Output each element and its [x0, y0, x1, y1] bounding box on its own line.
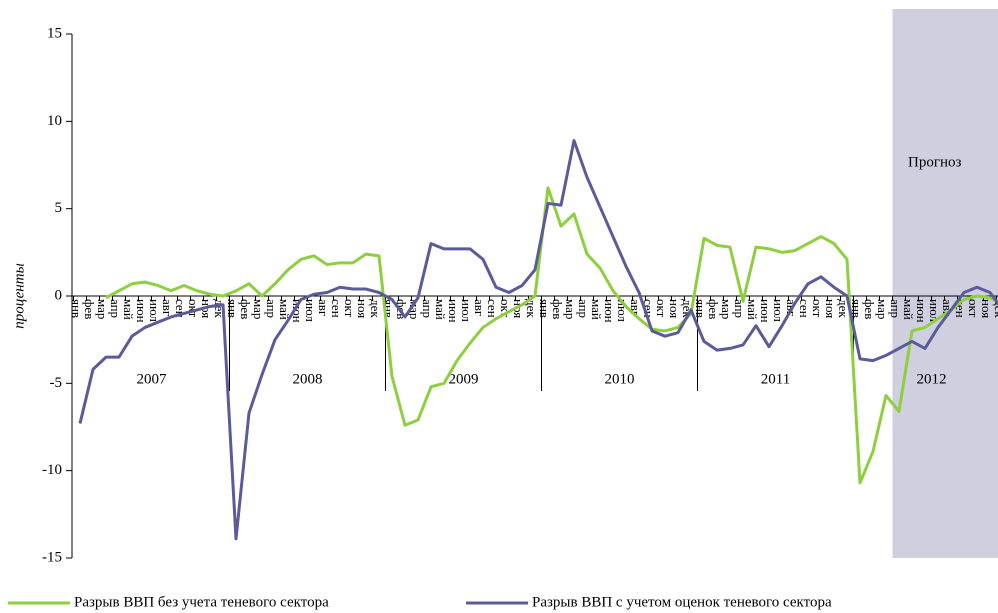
- x-tick-label: авг: [160, 299, 175, 316]
- x-tick-label: апр: [420, 299, 435, 318]
- x-tick-label: июл: [459, 299, 474, 322]
- x-tick-label: апр: [732, 299, 747, 318]
- x-tick-label: окт: [810, 299, 825, 318]
- x-tick-label: окт: [966, 299, 981, 318]
- x-tick-label: июл: [927, 299, 942, 322]
- x-tick-label: мар: [95, 299, 110, 319]
- x-tick-label: авг: [472, 299, 487, 316]
- x-tick-label: фев: [82, 299, 97, 319]
- x-tick-label: окт: [342, 299, 357, 318]
- x-tick-label: апр: [108, 299, 123, 318]
- x-tick-label: май: [121, 299, 136, 320]
- x-tick-label: сен: [485, 299, 500, 318]
- x-tick-label: июн: [602, 299, 617, 323]
- x-tick-label: июн: [134, 299, 149, 323]
- x-tick-label: май: [589, 299, 604, 320]
- x-tick-label: сен: [797, 299, 812, 318]
- x-tick-label: июн: [290, 299, 305, 323]
- y-tick-label: 0: [55, 287, 63, 303]
- series-line: [105, 186, 998, 485]
- year-label: 2011: [761, 371, 790, 387]
- y-tick-label: 10: [47, 113, 62, 129]
- forecast-area: [892, 9, 998, 558]
- x-tick-label: май: [277, 299, 292, 320]
- x-tick-label: июл: [147, 299, 162, 322]
- x-tick-label: авг: [316, 299, 331, 316]
- x-tick-label: май: [745, 299, 760, 320]
- x-tick-label: июн: [446, 299, 461, 323]
- x-tick-label: ноя: [355, 299, 370, 318]
- x-tick-label: апр: [576, 299, 591, 318]
- x-tick-label: фев: [238, 299, 253, 319]
- x-tick-label: мар: [719, 299, 734, 319]
- year-label: 2008: [293, 371, 323, 387]
- y-tick-label: -10: [42, 462, 62, 478]
- x-tick-label: ноя: [979, 299, 994, 318]
- x-tick-label: дек: [992, 299, 998, 318]
- x-tick-label: фев: [550, 299, 565, 319]
- plot: Прогнозянвфевмарапрмайиюниюлавгсеноктноя…: [69, 9, 998, 558]
- x-tick-label: май: [433, 299, 448, 320]
- x-tick-label: апр: [888, 299, 903, 318]
- x-tick-label: июл: [303, 299, 318, 322]
- y-tick-label: 5: [55, 200, 63, 216]
- x-tick-label: янв: [693, 299, 708, 318]
- x-tick-label: дек: [524, 299, 539, 318]
- y-axis-label: проценты: [11, 263, 27, 328]
- x-tick-label: янв: [537, 299, 552, 318]
- x-tick-label: май: [901, 299, 916, 320]
- y-tick-label: -15: [42, 549, 62, 565]
- y-tick-label: -5: [50, 375, 63, 391]
- year-label: 2012: [917, 371, 947, 387]
- x-tick-label: мар: [251, 299, 266, 319]
- legend-label: Разрыв ВВП без учета теневого сектора: [74, 594, 329, 610]
- x-tick-label: фев: [706, 299, 721, 319]
- x-tick-label: июн: [758, 299, 773, 323]
- x-tick-label: янв: [849, 299, 864, 318]
- year-label: 2010: [605, 371, 635, 387]
- x-tick-label: ноя: [667, 299, 682, 318]
- x-tick-label: окт: [654, 299, 669, 318]
- x-tick-label: ноя: [823, 299, 838, 318]
- forecast-label: Прогноз: [908, 154, 962, 170]
- x-tick-label: мар: [407, 299, 422, 319]
- x-tick-label: янв: [225, 299, 240, 318]
- x-tick-label: янв: [69, 299, 84, 318]
- x-tick-label: мар: [875, 299, 890, 319]
- year-label: 2007: [137, 371, 168, 387]
- year-label: 2009: [449, 371, 479, 387]
- y-tick-label: 15: [47, 25, 62, 41]
- x-tick-label: июл: [771, 299, 786, 322]
- x-tick-label: фев: [862, 299, 877, 319]
- x-tick-label: апр: [264, 299, 279, 318]
- series-line: [78, 139, 998, 541]
- x-tick-label: дек: [368, 299, 383, 318]
- x-tick-label: сен: [329, 299, 344, 318]
- x-tick-label: июн: [914, 299, 929, 323]
- x-tick-label: мар: [563, 299, 578, 319]
- legend-label: Разрыв ВВП с учетом оценок теневого сект…: [532, 594, 832, 610]
